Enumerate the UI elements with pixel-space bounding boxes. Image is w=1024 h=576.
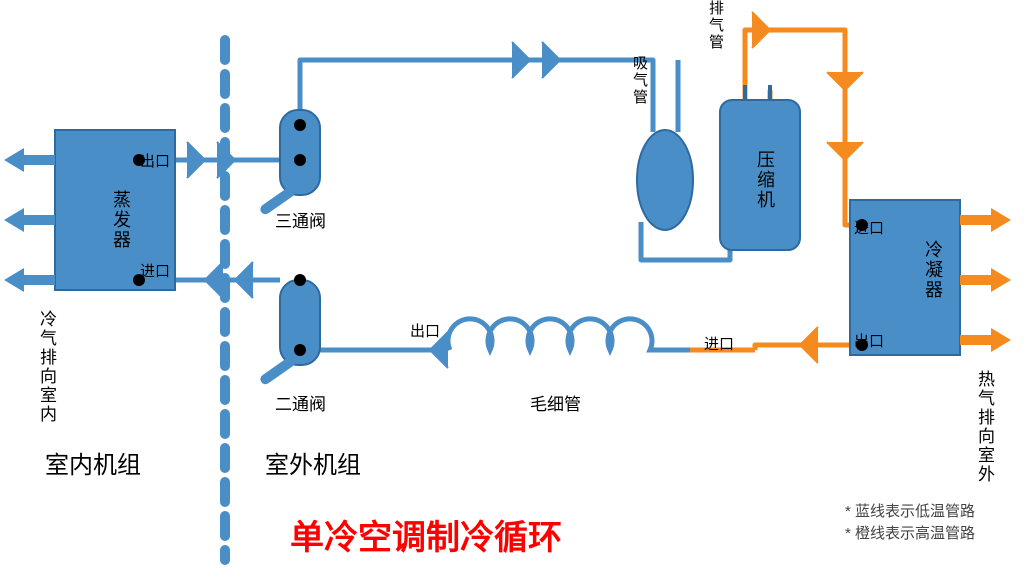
diagram-title: 单冷空调制冷循环 (290, 510, 562, 559)
legend-blue: * 蓝线表示低温管路 (845, 500, 975, 521)
label-two-way-valve: 二通阀 (275, 390, 326, 415)
label-discharge-pipe: 排气管 (705, 0, 726, 51)
label-compressor: 压缩机 (752, 150, 778, 210)
label-condenser: 冷凝器 (920, 240, 946, 300)
label-evap-in: 进口 (140, 260, 170, 281)
label-evap-out: 出口 (140, 150, 170, 171)
label-indoor-unit: 室内机组 (45, 445, 141, 480)
label-suction-pipe: 吸气管 (629, 55, 650, 106)
diagram-canvas (0, 0, 1024, 576)
legend-orange: * 橙线表示高温管路 (845, 522, 975, 543)
label-cap-in: 进口 (704, 333, 734, 354)
label-capillary: 毛细管 (530, 390, 581, 415)
label-cold-air: 冷气排向室内 (34, 310, 59, 424)
label-evaporator: 蒸发器 (108, 190, 134, 250)
label-cond-in: 进口 (854, 217, 884, 238)
label-hot-air: 热气排向室外 (972, 370, 997, 484)
label-cond-out: 出口 (854, 330, 884, 351)
label-three-way-valve: 三通阀 (275, 207, 326, 232)
label-outdoor-unit: 室外机组 (265, 445, 361, 480)
label-cap-out: 出口 (410, 320, 440, 341)
